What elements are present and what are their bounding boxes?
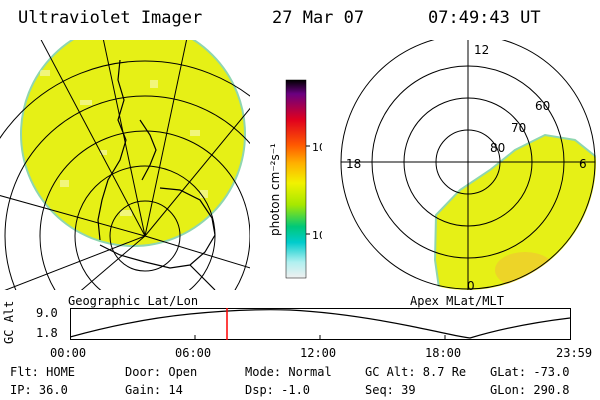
colorbar-unit-label: photon cm⁻²s⁻¹ xyxy=(268,143,282,236)
bright-aurora-patch xyxy=(152,246,208,274)
apex-map-label: Apex MLat/MLT xyxy=(410,294,504,308)
timeline-ytick-9: 9.0 xyxy=(36,306,58,320)
instrument-title: Ultraviolet Imager xyxy=(18,8,203,28)
mlt-label-12: 12 xyxy=(474,43,489,57)
timeline-frame xyxy=(70,308,571,340)
colorbar-gradient xyxy=(285,79,307,279)
mlt-label-6: 6 xyxy=(579,157,587,171)
date-label: 27 Mar 07 xyxy=(272,8,365,28)
status-seq: Seq: 39 xyxy=(365,383,416,397)
status-gain: Gain: 14 xyxy=(125,383,183,397)
timeline-xtick-1800: 18:00 xyxy=(425,346,462,360)
time-label: 07:49:43 UT xyxy=(428,8,541,28)
timeline-xtick-1200: 12:00 xyxy=(300,346,337,360)
status-dsp: Dsp: -1.0 xyxy=(245,383,311,397)
timeline-ytick-1-8: 1.8 xyxy=(36,326,58,340)
status-flt: Flt: HOME xyxy=(10,365,76,379)
colorbar: photon cm⁻²s⁻¹ 100 10 xyxy=(268,79,322,279)
status-glon: GLon: 290.8 xyxy=(490,383,570,397)
meridian-lines xyxy=(0,40,250,290)
geographic-map xyxy=(0,40,250,290)
timeline-xtick-2359: 23:59 xyxy=(556,346,593,360)
status-glat: GLat: -73.0 xyxy=(490,365,570,379)
colorbar-tick-10: 10 xyxy=(312,229,322,242)
status-door: Door: Open xyxy=(125,365,198,379)
mlat-label-60: 60 xyxy=(535,99,550,113)
status-gc-alt: GC Alt: 8.7 Re xyxy=(365,365,467,379)
timeline-axis-label: GC Alt xyxy=(2,300,16,344)
mlt-label-18: 18 xyxy=(346,157,361,171)
status-mode: Mode: Normal xyxy=(245,365,332,379)
bright-oval-patch xyxy=(495,252,555,288)
altitude-curve xyxy=(70,309,571,339)
mlt-lines xyxy=(341,40,595,290)
status-ip: IP: 36.0 xyxy=(10,383,68,397)
altitude-timeline xyxy=(70,308,571,340)
colorbar-tick-100: 100 xyxy=(312,141,322,154)
mlat-label-80: 80 xyxy=(490,141,505,155)
timeline-xtick-0000: 00:00 xyxy=(50,346,87,360)
geographic-map-label: Geographic Lat/Lon xyxy=(68,294,199,308)
timeline-xtick-0600: 06:00 xyxy=(175,346,212,360)
apex-polar-plot: 12 18 6 0 60 70 80 xyxy=(340,40,596,293)
mlt-label-0: 0 xyxy=(467,279,475,293)
timeline-ticks xyxy=(194,335,446,339)
mlat-label-70: 70 xyxy=(511,121,526,135)
coastlines xyxy=(97,59,216,290)
